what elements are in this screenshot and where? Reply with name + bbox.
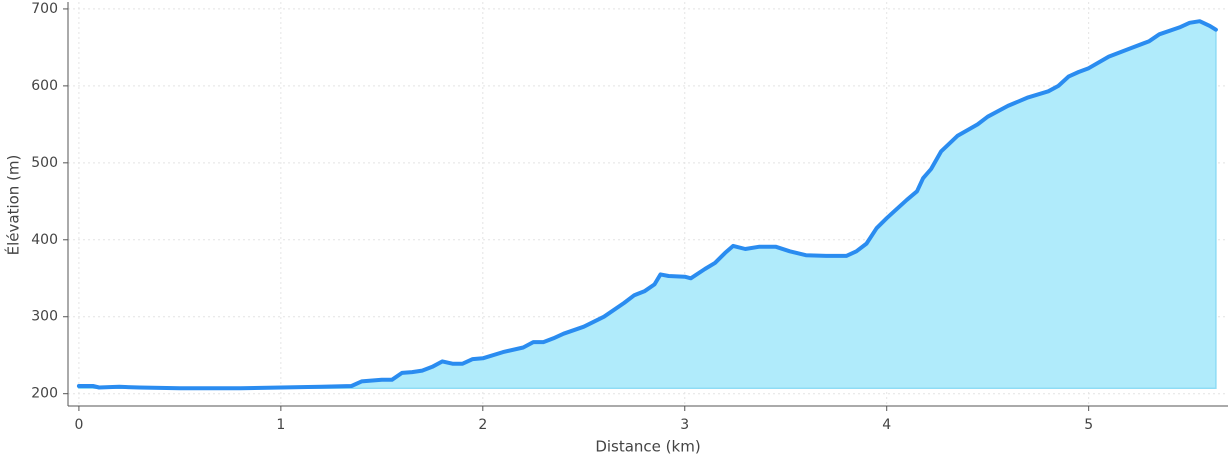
y-tick-label: 500 <box>31 155 58 171</box>
x-tick-label: 0 <box>74 417 83 433</box>
area <box>78 20 1217 390</box>
x-tick-label: 4 <box>882 417 891 433</box>
x-tick-label: 2 <box>478 417 487 433</box>
y-tick-label: 700 <box>31 1 58 17</box>
y-tick-label: 200 <box>31 386 58 402</box>
y-tick-label: 600 <box>31 78 58 94</box>
x-tick-label: 5 <box>1084 417 1093 433</box>
x-tick-label: 3 <box>680 417 689 433</box>
line <box>76 19 1218 391</box>
x-tick-label: 1 <box>276 417 285 433</box>
y-axis-label: Élévation (m) <box>4 155 23 256</box>
y-tick-label: 400 <box>31 232 58 248</box>
y-tick-label: 300 <box>31 309 58 325</box>
x-axis-label: Distance (km) <box>595 438 700 456</box>
